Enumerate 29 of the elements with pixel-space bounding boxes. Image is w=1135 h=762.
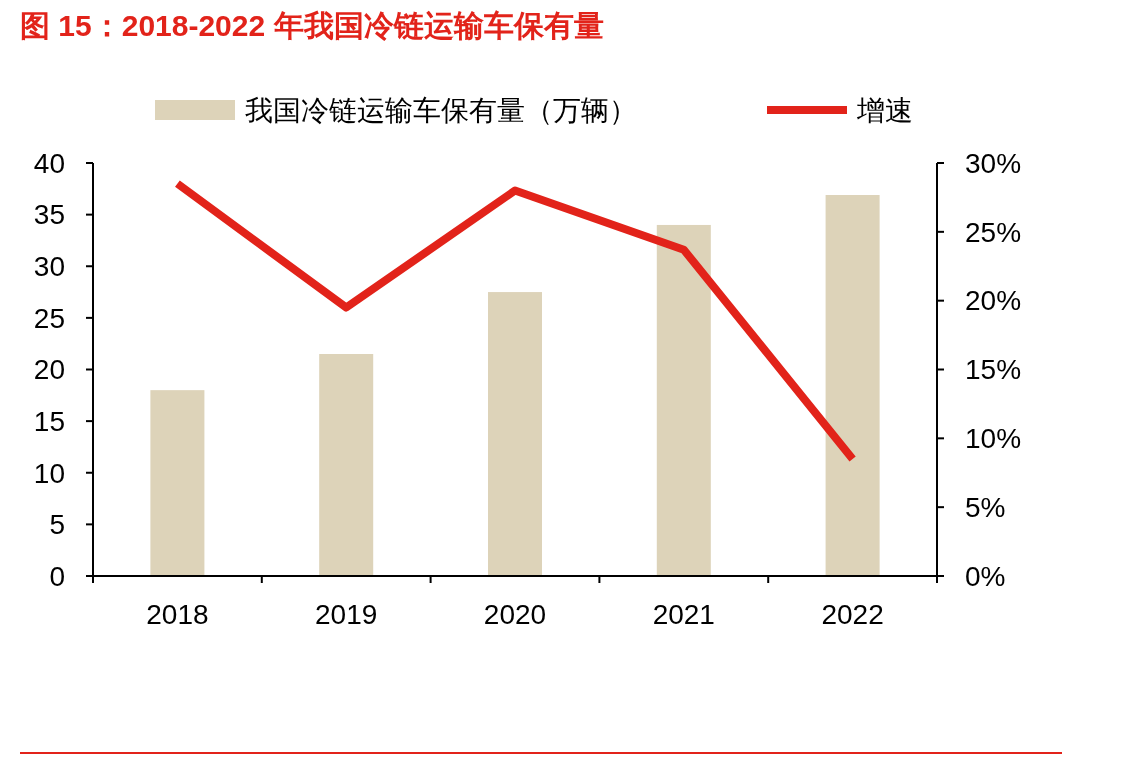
y-tick-label: 0: [49, 560, 65, 592]
bar: [150, 390, 205, 576]
y-tick-label: 10: [33, 457, 65, 489]
x-tick-label: 2022: [821, 599, 884, 630]
y2-tick-label: 15%: [965, 354, 1022, 386]
y2-tick-label: 20%: [965, 285, 1022, 317]
y-tick-label: 20: [33, 354, 65, 386]
bar: [825, 195, 880, 576]
x-tick-label: 2021: [652, 599, 715, 630]
y-tick-label: 5: [49, 509, 65, 541]
y2-tick-label: 30%: [965, 147, 1022, 179]
x-tick-label: 2019: [315, 599, 378, 630]
bar: [319, 354, 374, 576]
bar: [487, 292, 543, 576]
y-tick-label: 40: [33, 147, 65, 179]
legend-label: 我国冷链运输车保有量（万辆）: [245, 94, 637, 126]
y2-tick-label: 0%: [965, 560, 1006, 592]
y2-tick-label: 25%: [965, 216, 1022, 248]
y2-tick-label: 10%: [965, 423, 1022, 455]
y2-tick-label: 5%: [965, 491, 1006, 523]
y-tick-label: 30: [33, 251, 65, 283]
chart-title: 图 15：2018-2022 年我国冷链运输车保有量: [20, 9, 604, 42]
y-tick-label: 15: [33, 405, 65, 437]
y-tick-label: 25: [33, 302, 65, 334]
x-tick-label: 2018: [146, 599, 209, 630]
x-tick-label: 2020: [483, 599, 547, 630]
bar: [656, 224, 711, 576]
y-tick-label: 35: [33, 199, 65, 231]
legend-label: 增速: [856, 94, 913, 126]
